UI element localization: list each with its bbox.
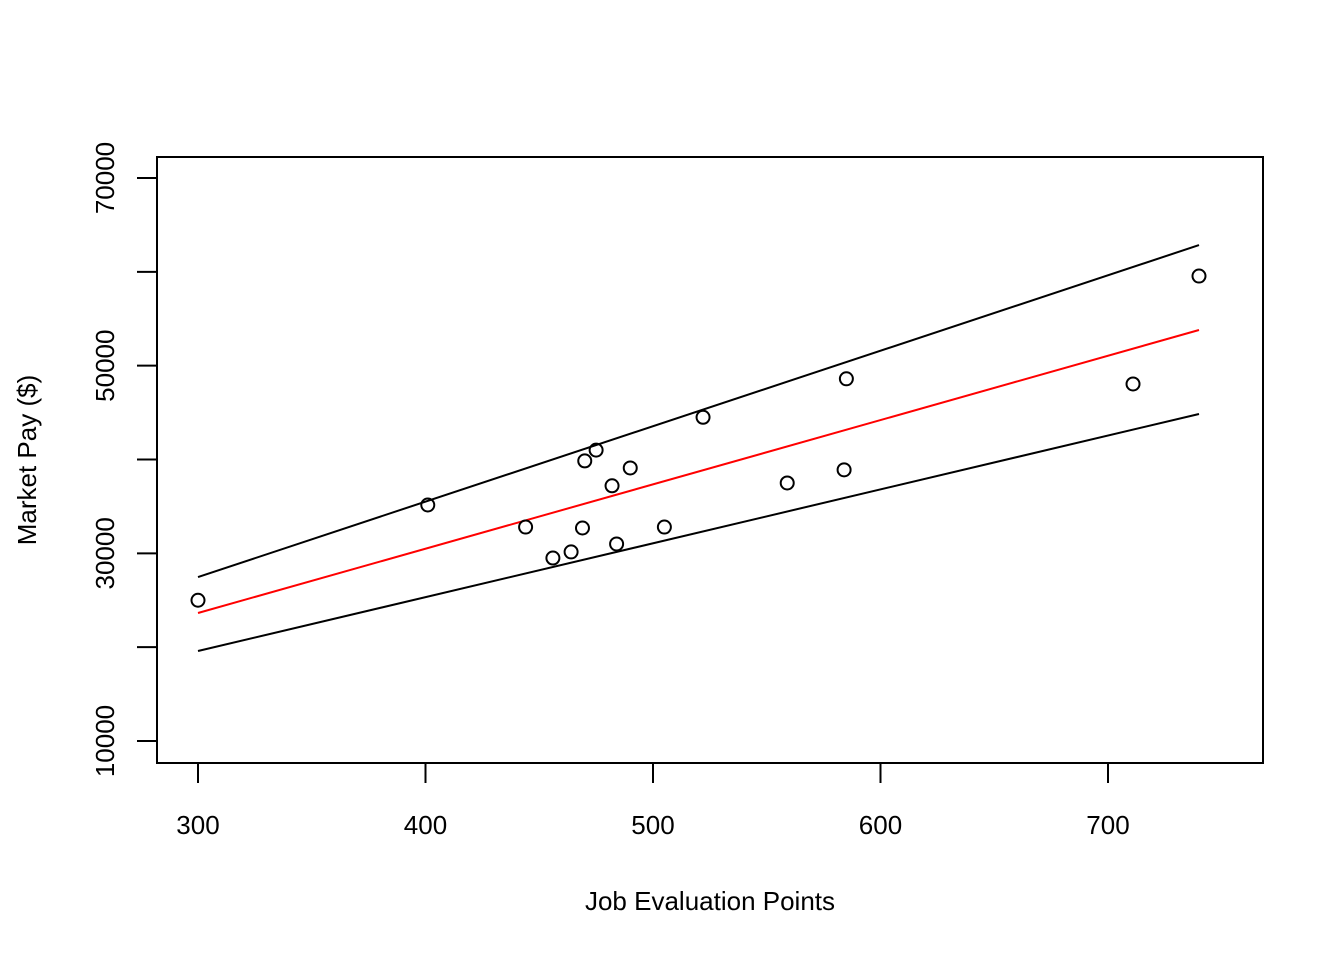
data-point [518,519,534,535]
data-point [1191,268,1207,284]
x-tick-label: 500 [631,810,674,840]
y-tick-label: 50000 [90,330,120,402]
data-point [545,550,561,566]
regression-lines [197,244,1200,652]
series-line-0 [197,244,1200,579]
plot-frame [156,156,1264,764]
x-axis: 300 400 500 600 700 [176,762,1130,840]
data-point [695,409,711,425]
data-point [577,453,593,469]
y-tick-label: 30000 [90,517,120,589]
y-axis: 10000 30000 50000 70000 [90,142,158,777]
data-point [622,460,638,476]
data-point [420,497,436,513]
x-tick-label: 400 [404,810,447,840]
y-tick-label: 10000 [90,705,120,777]
data-point [574,520,590,536]
x-tick-label: 700 [1086,810,1129,840]
data-point [563,544,579,560]
data-point [609,536,625,552]
x-tick-label: 300 [176,810,219,840]
data-point [838,371,854,387]
y-tick-label: 70000 [90,142,120,214]
x-axis-title: Job Evaluation Points [585,886,835,916]
data-point [779,475,795,491]
y-axis-title: Market Pay ($) [12,375,42,546]
series-line-1 [197,329,1200,614]
data-point [190,592,206,608]
series-line-2 [197,413,1200,652]
data-points [190,268,1207,608]
data-point [836,462,852,478]
data-point [656,519,672,535]
x-tick-label: 600 [859,810,902,840]
data-point [588,442,604,458]
data-point [1125,376,1141,392]
data-point [604,478,620,494]
